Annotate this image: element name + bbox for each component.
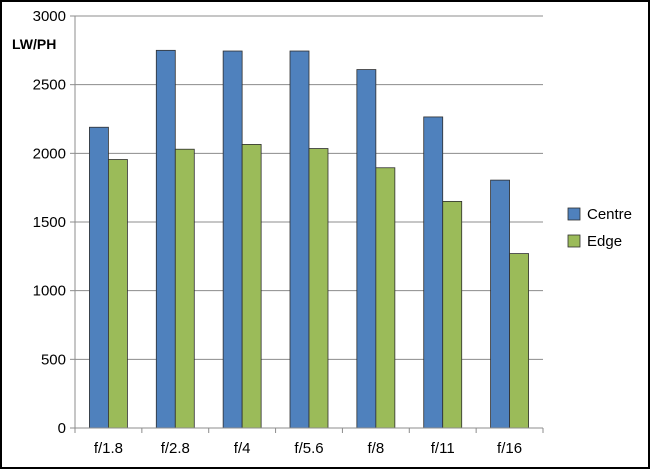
legend: Centre Edge	[567, 206, 632, 250]
bar-edge-f18	[108, 159, 128, 429]
x-tick-label: f/1.8	[94, 440, 123, 457]
bar-centre-f28	[155, 49, 176, 429]
bar-centre-f8	[356, 69, 377, 429]
x-tick-label: f/4	[234, 440, 251, 457]
bar-edge-f4	[241, 144, 262, 429]
bar-edge-f8	[375, 167, 396, 429]
y-tick-label: 1000	[33, 283, 66, 300]
y-tick-label: 3000	[33, 8, 66, 25]
y-tick-label: 2500	[33, 77, 66, 94]
bar-edge-f28	[174, 148, 195, 429]
y-tick-label: 2000	[33, 145, 66, 162]
bar-centre-f11	[423, 116, 444, 429]
y-tick-label: 1500	[33, 214, 66, 231]
axes: 0 500 1000 1500 2000 2500 3000 f/1.8 f/2.8 f/4 f/5…	[33, 8, 544, 457]
bars	[89, 49, 529, 429]
legend-swatch-edge	[567, 234, 581, 248]
legend-label-centre: Centre	[587, 206, 632, 223]
y-tick-label: 0	[58, 420, 66, 437]
x-tick-label: f/8	[368, 440, 385, 457]
x-tick-label: f/2.8	[161, 440, 190, 457]
y-tick-label: 500	[41, 351, 66, 368]
x-tick-label: f/16	[497, 440, 522, 457]
legend-label-edge: Edge	[587, 233, 622, 250]
x-tick-label: f/5.6	[294, 440, 323, 457]
bar-edge-f11	[442, 200, 463, 429]
x-tick-label: f/11	[431, 440, 455, 457]
bar-edge-f56	[308, 148, 329, 429]
y-axis-unit-label: LW/PH	[12, 36, 56, 52]
bar-edge-f16	[509, 253, 529, 429]
bar-centre-f4	[222, 50, 243, 429]
bar-centre-f18	[89, 126, 109, 429]
bar-centre-f56	[289, 50, 310, 429]
legend-swatch-centre	[567, 207, 581, 221]
bar-centre-f16	[490, 179, 510, 429]
